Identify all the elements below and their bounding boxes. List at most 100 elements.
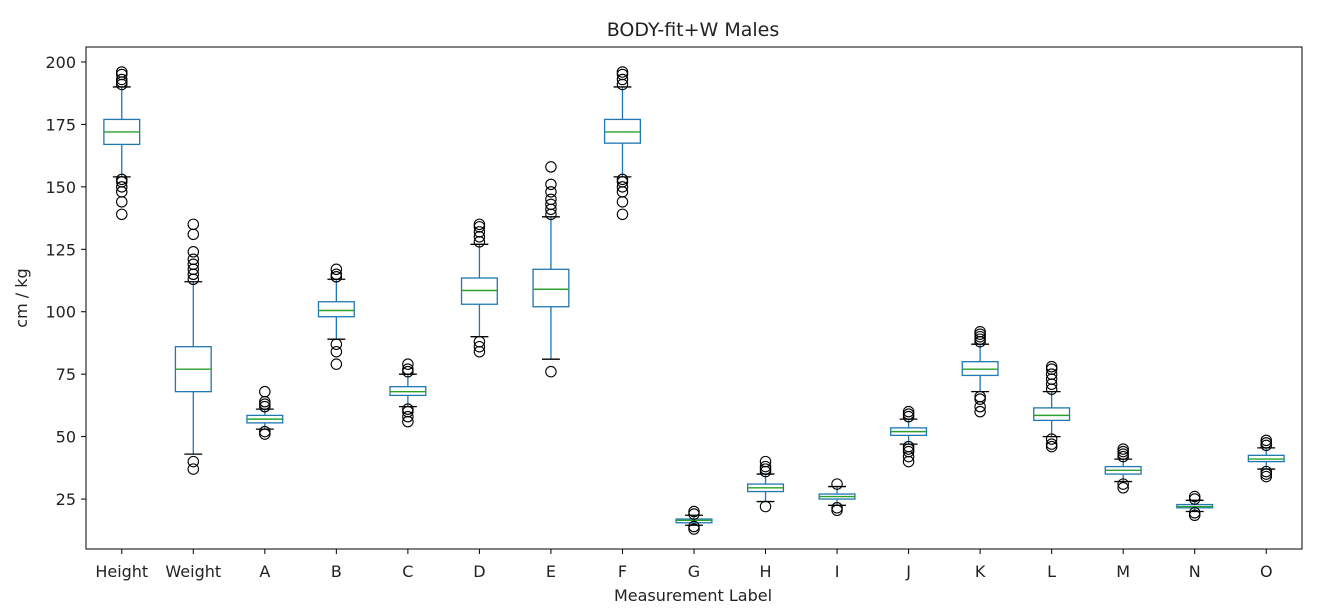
box-weight	[174, 218, 212, 475]
outlier-point	[831, 504, 843, 517]
outlier-point	[402, 365, 414, 378]
outlier-point	[688, 520, 700, 533]
outlier-point	[616, 68, 629, 81]
outlier-point	[330, 268, 343, 281]
outlier-point	[1260, 434, 1272, 447]
y-tick-label: 125	[45, 240, 76, 259]
outlier-point	[402, 410, 414, 423]
outlier-point	[1117, 450, 1129, 463]
outlier-point	[616, 176, 629, 188]
outlier-point	[616, 208, 629, 221]
outlier-point	[1188, 509, 1201, 522]
outlier-point	[330, 263, 343, 276]
outlier-point	[473, 218, 486, 231]
outlier-point	[187, 258, 200, 271]
outlier-point	[688, 505, 700, 518]
outlier-point	[116, 68, 128, 81]
outlier-point	[1260, 468, 1272, 480]
box-g	[675, 505, 713, 535]
outlier-point	[473, 335, 486, 348]
x-tick-label: F	[618, 562, 627, 581]
y-tick-label: 175	[45, 115, 76, 134]
outlier-point	[616, 66, 629, 78]
x-tick-label: H	[760, 562, 772, 581]
outlier-point	[616, 181, 629, 193]
outlier-point	[1117, 445, 1129, 458]
box-k	[961, 325, 999, 418]
iqr-box	[317, 301, 355, 318]
outlier-point	[116, 66, 128, 78]
x-tick-label: N	[1189, 562, 1201, 581]
outlier-point	[187, 253, 200, 266]
box-m	[1104, 443, 1142, 494]
outlier-point	[187, 218, 200, 231]
plot-frame	[85, 46, 1303, 550]
x-tick-label: Height	[95, 562, 148, 581]
outlier-point	[902, 440, 915, 453]
outlier-point	[616, 73, 629, 86]
box-a	[246, 385, 284, 440]
x-tick-label: J	[905, 562, 911, 581]
y-tick-label: 50	[56, 428, 76, 447]
outlier-point	[974, 328, 986, 340]
outlier-point	[688, 508, 700, 520]
y-tick-label: 25	[56, 490, 76, 509]
outlier-point	[259, 398, 271, 410]
outlier-point	[1117, 448, 1129, 460]
box-i	[818, 478, 856, 517]
x-tick-label: C	[402, 562, 413, 581]
box-h	[746, 455, 785, 513]
iqr-box	[1033, 407, 1071, 422]
outlier-point	[545, 193, 557, 206]
outlier-point	[974, 325, 986, 338]
outlier-point	[116, 181, 128, 193]
iqr-box	[532, 268, 570, 308]
box-n	[1176, 490, 1214, 522]
outlier-point	[545, 198, 557, 211]
box-height	[103, 66, 141, 221]
outlier-point	[759, 460, 772, 473]
outlier-point	[116, 73, 128, 86]
outlier-point	[402, 363, 414, 375]
outlier-point	[616, 196, 629, 208]
x-axis-label: Measurement Label	[614, 586, 772, 605]
x-tick-label: O	[1260, 562, 1273, 581]
x-tick-label: E	[546, 562, 556, 581]
outlier-point	[116, 176, 128, 188]
outlier-point	[330, 358, 343, 370]
outlier-point	[1260, 439, 1272, 452]
outlier-point	[1117, 443, 1129, 455]
outlier-point	[1045, 363, 1058, 375]
outlier-point	[116, 208, 128, 221]
x-tick-label: M	[1116, 562, 1130, 581]
box-l	[1033, 360, 1071, 453]
outlier-point	[831, 478, 843, 490]
outlier-point	[259, 400, 271, 413]
outlier-point	[902, 405, 915, 418]
box-f	[603, 66, 642, 221]
outlier-point	[473, 340, 486, 353]
box-j	[890, 405, 928, 468]
outlier-point	[402, 358, 414, 370]
outlier-point	[187, 455, 200, 468]
outlier-point	[259, 385, 271, 398]
outlier-point	[402, 405, 414, 418]
chart-title: BODY-fit+W Males	[607, 19, 780, 41]
outlier-point	[187, 246, 200, 258]
x-tick-label: B	[331, 562, 342, 581]
outlier-point	[259, 428, 271, 440]
outlier-point	[974, 390, 986, 403]
outlier-point	[330, 271, 343, 283]
box-b	[317, 263, 355, 370]
y-tick-label: 100	[45, 303, 76, 322]
outlier-point	[974, 405, 986, 418]
outlier-point	[1045, 438, 1058, 450]
box-e	[532, 161, 570, 378]
outlier-point	[1045, 440, 1058, 453]
outlier-point	[259, 425, 271, 438]
outlier-point	[902, 408, 915, 420]
outlier-point	[116, 173, 128, 186]
outlier-point	[1260, 470, 1272, 483]
outlier-point	[545, 365, 557, 378]
